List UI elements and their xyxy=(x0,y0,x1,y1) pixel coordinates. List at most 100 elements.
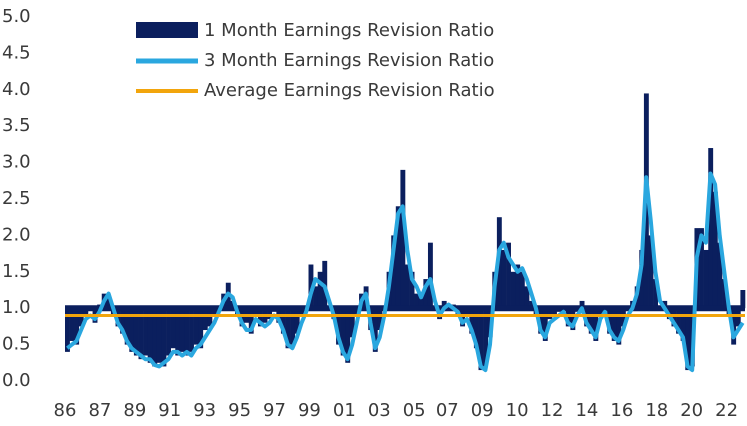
bar xyxy=(147,308,153,363)
bar xyxy=(198,308,204,349)
bar xyxy=(501,249,507,309)
bar xyxy=(161,308,167,367)
bar xyxy=(313,286,319,309)
bar xyxy=(175,308,181,356)
x-tick-label: 95 xyxy=(228,400,251,421)
x-tick-label: 18 xyxy=(645,400,668,421)
bar xyxy=(620,308,626,327)
bar xyxy=(639,249,645,309)
x-tick-label: 22 xyxy=(715,400,738,421)
bar xyxy=(662,300,668,309)
bar xyxy=(253,308,259,316)
bar xyxy=(579,300,585,309)
legend-label: Average Earnings Revision Ratio xyxy=(204,80,495,101)
x-tick-label: 09 xyxy=(471,400,494,421)
bar xyxy=(478,308,484,371)
bar xyxy=(648,235,654,309)
bar xyxy=(294,308,300,334)
bar xyxy=(152,308,158,367)
bar xyxy=(212,308,217,316)
bar xyxy=(207,308,213,327)
bar xyxy=(202,308,208,331)
bar xyxy=(299,308,305,316)
bar xyxy=(735,308,741,327)
bar xyxy=(699,228,704,309)
bar xyxy=(588,308,594,334)
bar xyxy=(336,308,341,345)
bar xyxy=(441,300,447,309)
bar xyxy=(340,308,346,356)
x-tick-label: 07 xyxy=(436,400,459,421)
series-line xyxy=(66,171,745,373)
bar xyxy=(469,308,475,334)
bar xyxy=(483,308,489,367)
x-tick-label: 05 xyxy=(403,400,426,421)
bar xyxy=(473,308,479,349)
bar xyxy=(524,286,530,309)
x-tick-label: 16 xyxy=(610,400,633,421)
bar xyxy=(230,300,236,309)
bar xyxy=(611,308,617,341)
bar xyxy=(519,271,525,309)
bar xyxy=(280,308,286,334)
bar xyxy=(106,297,112,309)
x-tick-label: 97 xyxy=(263,400,286,421)
y-tick-label: 1.5 xyxy=(2,261,31,282)
y-tick-label: 1.0 xyxy=(2,297,31,318)
y-tick-label: 5.0 xyxy=(2,6,31,27)
bar xyxy=(257,308,263,327)
legend-label: 1 Month Earnings Revision Ratio xyxy=(204,20,494,41)
y-tick-label: 2.0 xyxy=(2,224,31,245)
y-tick-label: 4.5 xyxy=(2,42,31,63)
x-tick-label: 10 xyxy=(506,400,529,421)
bar xyxy=(170,308,176,349)
bar xyxy=(290,308,296,345)
bar xyxy=(120,308,126,334)
bar xyxy=(83,308,89,316)
bar xyxy=(65,308,70,352)
bar xyxy=(189,308,194,352)
bar xyxy=(193,308,199,345)
bar xyxy=(248,308,254,334)
bar xyxy=(423,279,429,309)
x-tick-label: 89 xyxy=(123,400,146,421)
bar xyxy=(680,308,686,341)
bar xyxy=(510,271,516,309)
legend-label: 3 Month Earnings Revision Ratio xyxy=(204,50,494,71)
bar xyxy=(703,249,709,309)
bar xyxy=(138,308,144,360)
bar xyxy=(418,293,424,309)
bar xyxy=(712,191,718,309)
bar xyxy=(143,308,149,356)
bar xyxy=(74,308,80,345)
bar xyxy=(515,264,521,309)
bar xyxy=(372,308,378,352)
bar xyxy=(78,308,84,327)
bar xyxy=(129,308,135,352)
bar xyxy=(308,264,314,309)
bar xyxy=(349,308,355,338)
x-tick-label: 14 xyxy=(575,400,598,421)
y-tick-label: 3.5 xyxy=(2,115,31,136)
bar xyxy=(570,308,576,331)
plot-area xyxy=(65,93,746,373)
bar xyxy=(400,169,406,309)
bar xyxy=(317,271,323,309)
bar xyxy=(354,308,360,316)
x-tick-label: 03 xyxy=(368,400,391,421)
x-tick-label: 87 xyxy=(88,400,111,421)
bar xyxy=(708,148,714,309)
y-tick-label: 0.5 xyxy=(2,334,31,355)
bar xyxy=(542,308,548,341)
bar xyxy=(653,279,659,309)
y-tick-label: 2.5 xyxy=(2,188,31,209)
bar xyxy=(69,308,75,341)
bar xyxy=(722,279,727,309)
bar xyxy=(414,293,420,309)
bar xyxy=(345,308,351,363)
bar xyxy=(565,308,571,327)
bar xyxy=(740,290,746,309)
bar xyxy=(671,308,677,327)
y-tick-label: 3.0 xyxy=(2,152,31,173)
bar xyxy=(285,308,291,349)
